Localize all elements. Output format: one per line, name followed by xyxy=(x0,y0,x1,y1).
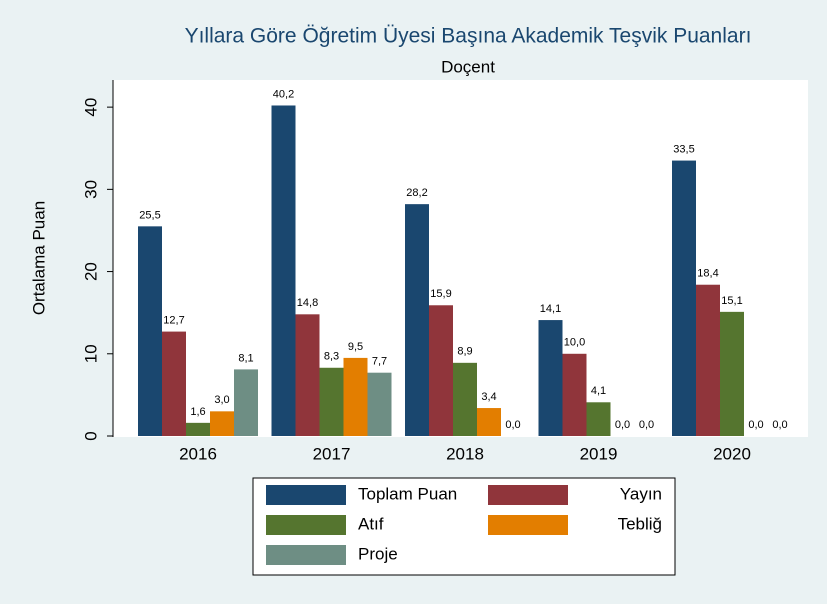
legend-label: Toplam Puan xyxy=(358,484,457,503)
value-label: 3,4 xyxy=(481,391,496,403)
value-label: 3,0 xyxy=(214,394,229,406)
chart-subtitle: Doçent xyxy=(441,57,495,76)
legend-label: Atıf xyxy=(358,514,384,533)
bar xyxy=(138,226,162,436)
value-label: 25,5 xyxy=(139,209,160,221)
value-label: 12,7 xyxy=(163,314,184,326)
bar xyxy=(367,372,392,436)
y-tick-label: 10 xyxy=(81,344,100,363)
bar xyxy=(453,362,477,436)
legend-label: Tebliğ xyxy=(618,514,662,533)
y-tick-label: 0 xyxy=(81,431,100,440)
bar xyxy=(210,411,234,436)
bar xyxy=(562,353,587,436)
x-tick-label: 2017 xyxy=(313,444,351,463)
chart-title: Yıllara Göre Öğretim Üyesi Başına Akadem… xyxy=(185,25,752,48)
y-tick-label: 40 xyxy=(81,98,100,117)
value-label: 15,1 xyxy=(721,295,742,307)
bar xyxy=(405,204,429,436)
bar xyxy=(429,305,453,436)
legend-swatch xyxy=(488,485,568,505)
bar xyxy=(696,284,720,436)
value-label: 28,2 xyxy=(406,187,427,199)
bar xyxy=(672,160,696,436)
value-label: 0,0 xyxy=(639,419,654,431)
bar xyxy=(186,422,210,436)
value-label: 15,9 xyxy=(430,288,451,300)
value-label: 8,1 xyxy=(238,352,253,364)
value-label: 7,7 xyxy=(372,356,387,368)
value-label: 18,4 xyxy=(697,268,718,280)
legend-swatch xyxy=(488,515,568,535)
bar xyxy=(538,320,563,436)
value-label: 4,1 xyxy=(591,385,606,397)
bar xyxy=(477,408,501,436)
value-label: 33,5 xyxy=(673,143,694,155)
value-label: 8,9 xyxy=(457,346,472,358)
value-label: 9,5 xyxy=(348,341,363,353)
bar xyxy=(343,357,368,436)
legend-swatch xyxy=(266,515,346,535)
bar xyxy=(295,314,320,436)
value-label: 0,0 xyxy=(615,419,630,431)
value-label: 1,6 xyxy=(190,406,205,418)
y-tick-label: 30 xyxy=(81,180,100,199)
legend-swatch xyxy=(266,545,346,565)
value-label: 14,8 xyxy=(297,297,318,309)
legend-label: Proje xyxy=(358,544,398,563)
bar xyxy=(162,331,186,436)
x-tick-label: 2018 xyxy=(446,444,484,463)
x-tick-label: 2020 xyxy=(713,444,751,463)
bar xyxy=(271,105,296,436)
x-tick-label: 2019 xyxy=(580,444,618,463)
value-label: 0,0 xyxy=(772,419,787,431)
value-label: 8,3 xyxy=(324,351,339,363)
y-tick-label: 20 xyxy=(81,262,100,281)
value-label: 0,0 xyxy=(748,419,763,431)
x-tick-label: 2016 xyxy=(179,444,217,463)
value-label: 10,0 xyxy=(564,337,585,349)
value-label: 40,2 xyxy=(273,88,294,100)
legend-label: Yayın xyxy=(620,484,662,503)
bar xyxy=(234,369,258,436)
bar xyxy=(720,311,744,436)
bar xyxy=(319,367,344,436)
bar xyxy=(586,402,611,436)
legend-swatch xyxy=(266,485,346,505)
y-axis-title: Ortalama Puan xyxy=(29,201,48,315)
value-label: 14,1 xyxy=(540,303,561,315)
value-label: 0,0 xyxy=(505,419,520,431)
